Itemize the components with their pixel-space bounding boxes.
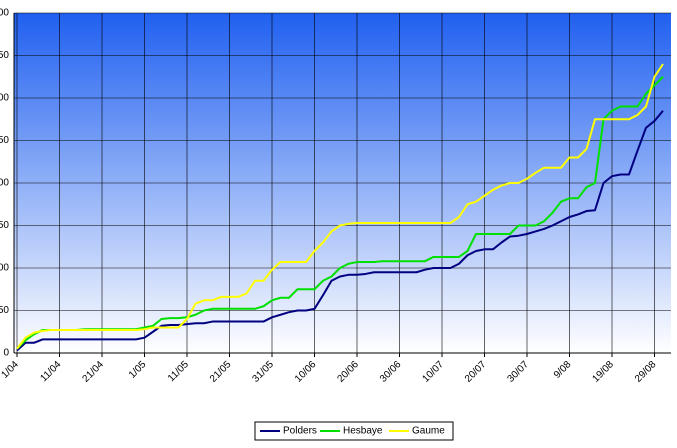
x-tick-label: 20/07 (463, 359, 489, 385)
y-tick-label: 400 (0, 8, 9, 19)
x-tick-label: 1/05 (127, 359, 149, 381)
x-tick-label: 30/07 (506, 359, 532, 385)
x-tick-label: 29/08 (633, 359, 659, 385)
x-tick-label: 9/08 (552, 359, 574, 381)
y-tick-label: 50 (0, 305, 9, 316)
x-tick-label: 20/06 (336, 359, 362, 385)
legend-box (254, 421, 454, 441)
x-tick-label: 10/07 (421, 359, 447, 385)
x-tick-label: 1/04 (0, 359, 21, 381)
x-tick-label: 10/06 (293, 359, 319, 385)
x-tick-label: 11/05 (166, 359, 191, 384)
legend-label: Gaume (412, 426, 445, 437)
y-tick-label: 150 (0, 220, 9, 231)
x-tick-label: 31/05 (251, 359, 277, 385)
y-tick-label: 0 (3, 348, 9, 359)
y-tick-label: 300 (0, 93, 9, 104)
x-tick-label: 30/06 (378, 359, 404, 385)
x-tick-label: 11/04 (39, 359, 64, 384)
legend-label: Polders (283, 426, 317, 437)
series-line (16, 63, 664, 350)
y-tick-label: 100 (0, 263, 9, 274)
legend-label: Hesbaye (343, 426, 383, 437)
y-tick-label: 200 (0, 178, 9, 189)
y-tick-label: 250 (0, 135, 9, 146)
x-tick-label: 21/04 (81, 359, 107, 385)
series-line (16, 110, 664, 352)
legend: Polders Hesbaye Gaume (254, 421, 454, 441)
y-tick-label: 350 (0, 50, 9, 61)
x-tick-label: 21/05 (208, 359, 234, 385)
x-tick-label: 19/08 (591, 359, 617, 385)
